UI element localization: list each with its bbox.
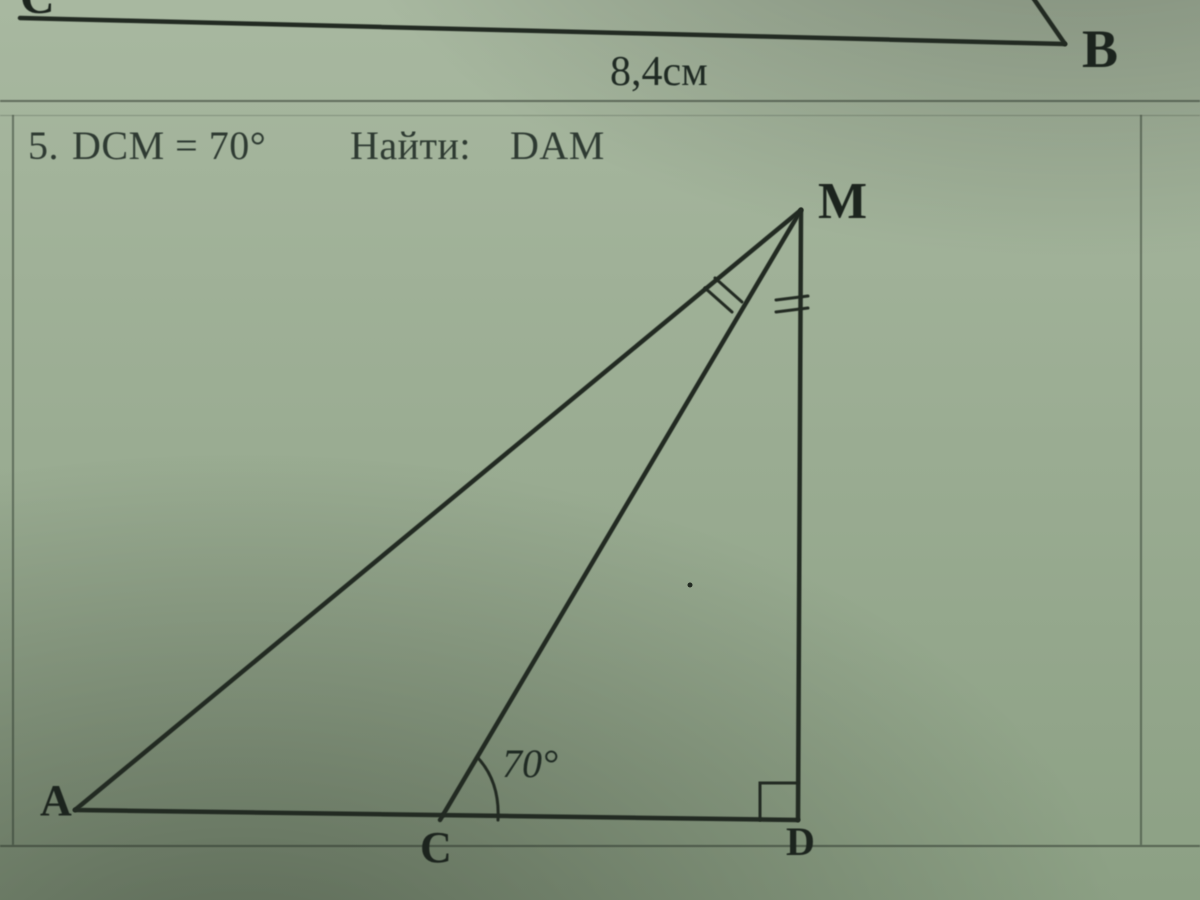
segment-DM xyxy=(798,210,801,820)
vertex-M: M xyxy=(818,172,867,231)
segment-AD xyxy=(75,810,798,820)
segment-AM xyxy=(75,210,801,810)
segment-MC xyxy=(440,210,801,820)
vertex-A: A xyxy=(40,775,72,826)
right-angle-mark-D xyxy=(760,783,798,820)
vertex-D: D xyxy=(786,818,815,865)
stray-dot xyxy=(688,583,693,588)
angle-label-70: 70° xyxy=(502,740,558,787)
geometry-figure xyxy=(0,0,1200,900)
angle-arc-DCM xyxy=(478,758,498,820)
vertex-C: C xyxy=(420,822,452,873)
